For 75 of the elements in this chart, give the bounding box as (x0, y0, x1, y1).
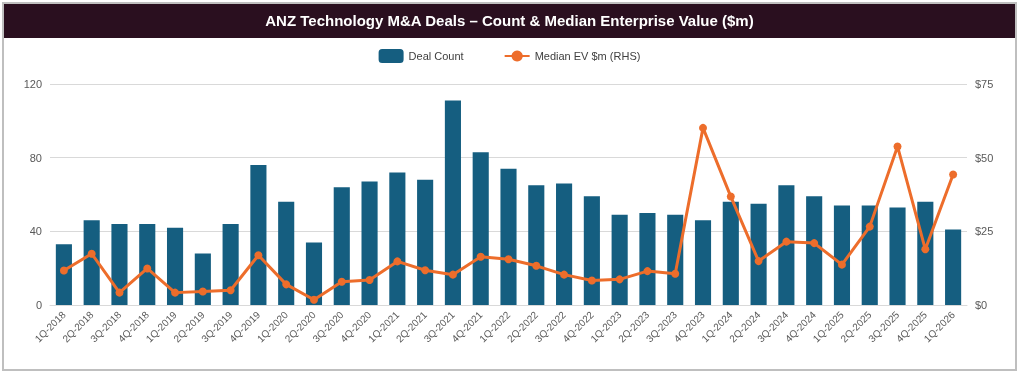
bar (444, 100, 461, 305)
bar (694, 220, 712, 305)
point (421, 266, 430, 275)
y2-tick-label: $0 (975, 299, 988, 311)
bar (472, 152, 489, 305)
legend-label: Deal Count (408, 50, 464, 62)
bar (500, 168, 517, 305)
bar (639, 212, 656, 305)
point (309, 295, 318, 304)
bar (361, 181, 378, 305)
bar (722, 201, 739, 305)
bar (556, 183, 573, 305)
bar (417, 179, 434, 305)
point (476, 252, 485, 261)
point (560, 270, 569, 279)
bar (778, 185, 795, 305)
bar (278, 201, 295, 305)
bar (806, 196, 823, 305)
point (226, 286, 235, 295)
bar (305, 242, 323, 305)
point (254, 251, 263, 260)
bar (55, 244, 72, 305)
point (198, 287, 207, 296)
point (837, 260, 846, 269)
point (365, 275, 374, 284)
point (532, 261, 541, 270)
bar (945, 229, 962, 305)
bar (861, 205, 878, 305)
point (949, 170, 958, 179)
point (699, 123, 708, 132)
point (282, 280, 291, 289)
chart-title: ANZ Technology M&A Deals – Count & Median Enterprise Value ($m) (4, 4, 1015, 38)
bar (139, 223, 156, 305)
bar (111, 223, 128, 305)
bar (166, 227, 184, 305)
point (754, 257, 763, 266)
point (143, 264, 152, 273)
point (921, 245, 930, 254)
bar (222, 223, 239, 305)
bar (528, 185, 545, 305)
y2-tick-label: $50 (975, 151, 994, 164)
y-tick-label: 80 (29, 151, 42, 164)
point (587, 276, 596, 285)
bar (83, 220, 100, 305)
y2-tick-label: $75 (975, 78, 994, 90)
point (448, 270, 457, 279)
bar (333, 187, 350, 305)
y-tick-label: 120 (23, 78, 42, 90)
point (893, 142, 902, 151)
bar (889, 207, 906, 305)
y-tick-label: 40 (29, 225, 42, 238)
bar (750, 203, 767, 305)
point (643, 267, 652, 276)
bar (833, 205, 851, 305)
point (726, 192, 735, 201)
bar (194, 253, 211, 305)
point (671, 269, 680, 278)
bar (250, 165, 267, 305)
bar (389, 172, 406, 305)
point (337, 277, 346, 286)
point (810, 239, 819, 248)
legend-label: Median EV $m (RHS) (534, 50, 641, 62)
point (615, 275, 624, 284)
point (865, 222, 874, 231)
bar (611, 214, 628, 305)
point (59, 266, 68, 275)
point (87, 249, 96, 258)
point (115, 288, 124, 297)
point (782, 237, 791, 246)
bar (583, 196, 600, 305)
y-tick-label: 0 (35, 299, 42, 311)
point (171, 288, 180, 297)
point (504, 255, 513, 264)
point (393, 257, 402, 266)
y2-tick-label: $25 (975, 225, 994, 238)
